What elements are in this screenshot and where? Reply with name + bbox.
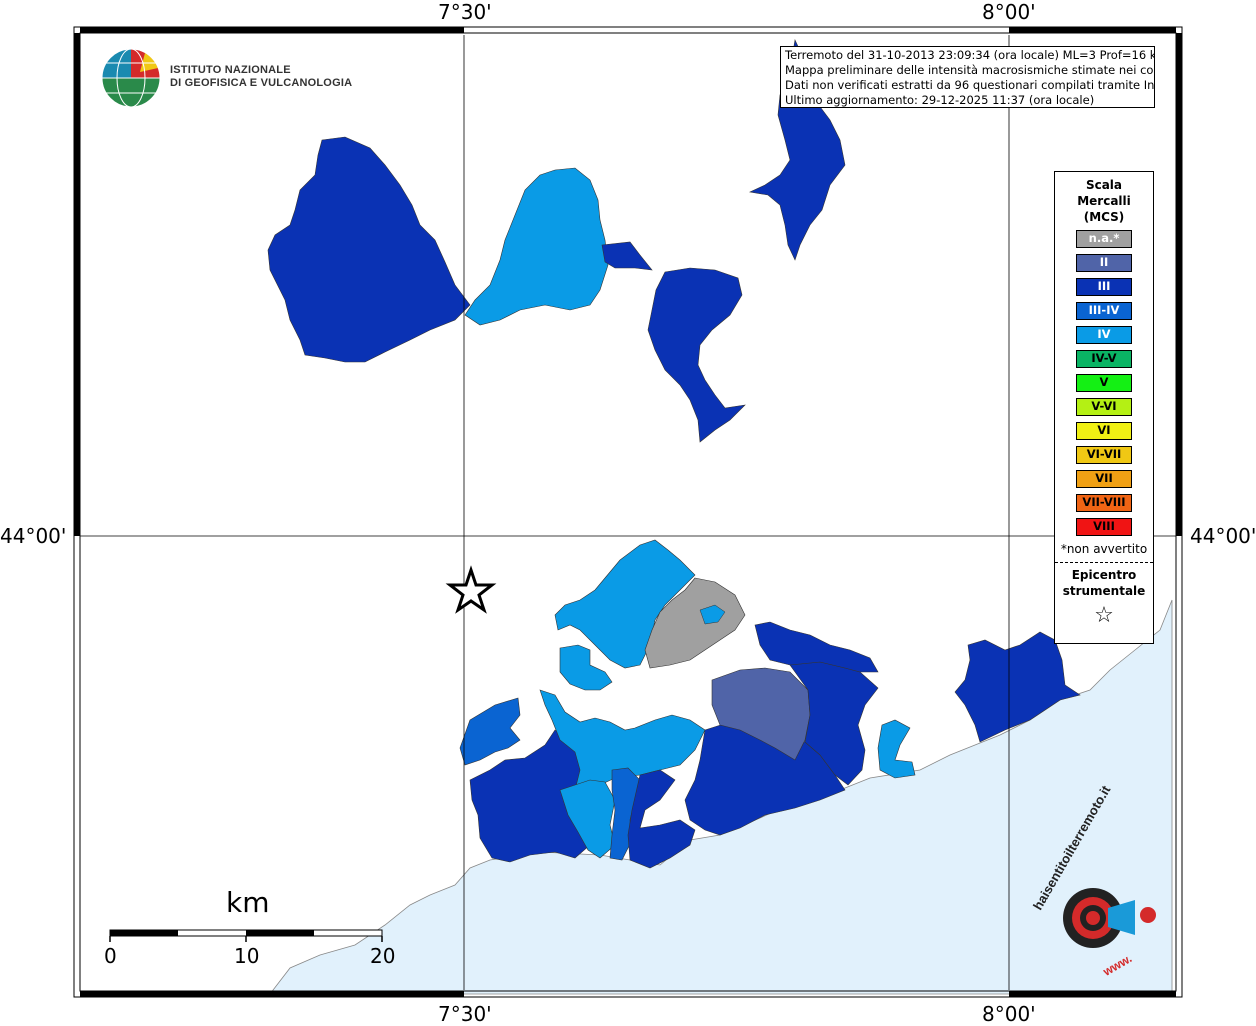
legend-item: V — [1076, 374, 1132, 392]
region-iii-north-small — [601, 241, 653, 271]
coord-bottom-800: 8°00' — [982, 1002, 1036, 1026]
event-info-line4: Ultimo aggiornamento: 29-12-2025 11:37 (… — [785, 93, 1095, 107]
legend-epi-line2: strumentale — [1062, 584, 1146, 598]
region-iii-northeast — [748, 38, 846, 261]
hsit-logo-icon — [1063, 888, 1156, 948]
ingv-line1: ISTITUTO NAZIONALE — [170, 64, 291, 76]
legend-items: n.a.* II III III-IV IV IV-V V V-VI VI VI-VII VII VI… — [1055, 230, 1153, 536]
region-iv-south-upper — [554, 539, 696, 669]
coord-top-800: 8°00' — [982, 0, 1036, 24]
scale-tick-0: 0 — [104, 944, 117, 968]
frame-bar-top — [1009, 27, 1176, 33]
legend-title-line1: Scala — [1085, 178, 1123, 192]
scale-bar — [109, 929, 383, 942]
legend-item: n.a.* — [1076, 230, 1132, 248]
event-info-box: Terremoto del 31-10-2013 23:09:34 (ora l… — [780, 46, 1155, 108]
coord-left-4400: 44°00' — [0, 524, 67, 548]
legend-note: *non avvertito — [1060, 542, 1148, 556]
region-iii-iv-south — [609, 767, 641, 861]
region-na-grey — [644, 577, 746, 669]
region-ii-south — [711, 667, 811, 761]
scale-tick-20: 20 — [370, 944, 396, 968]
legend-epicenter-label: Epicentro strumentale — [1055, 567, 1153, 599]
legend-item: V-VI — [1076, 398, 1132, 416]
legend-title-line2: Mercalli — [1077, 194, 1131, 208]
lake-blue-inset — [699, 604, 726, 625]
legend-item: VII — [1076, 470, 1132, 488]
legend-item: VI-VII — [1076, 446, 1132, 464]
region-iii-north-central — [647, 267, 746, 443]
legend-item: IV — [1076, 326, 1132, 344]
region-iii-iv-west — [459, 697, 521, 766]
scale-unit-label: km — [226, 886, 270, 919]
frame-bar-bottom — [80, 991, 464, 997]
event-info-line3: Dati non verificati estratti da 96 quest… — [785, 78, 1155, 92]
legend-star-icon: ☆ — [1094, 603, 1114, 628]
region-iii-east-top — [754, 621, 879, 673]
legend-epi-line1: Epicentro — [1071, 568, 1137, 582]
region-iii-northwest — [267, 136, 471, 363]
region-iii-east-coast — [954, 631, 1081, 743]
frame-bar-right — [1176, 33, 1182, 536]
coord-right-4400: 44°00' — [1190, 524, 1256, 548]
scale-tick-10: 10 — [234, 944, 260, 968]
event-info-line1: Terremoto del 31-10-2013 23:09:34 (ora l… — [785, 48, 1155, 62]
legend-item: II — [1076, 254, 1132, 272]
legend-item: VI — [1076, 422, 1132, 440]
ingv-line2: DI GEOFISICA E VULCANOLOGIA — [170, 77, 353, 89]
frame-bar-bottom — [1009, 991, 1176, 997]
frame-bar-left — [74, 33, 80, 536]
legend-title: Scala Mercalli (MCS) — [1055, 177, 1153, 225]
ingv-logo-text: ISTITUTO NAZIONALE DI GEOFISICA E VULCAN… — [170, 64, 352, 90]
event-info-line2: Mappa preliminare delle intensità macros… — [785, 63, 1155, 77]
legend-title-line3: (MCS) — [1083, 210, 1125, 224]
legend-item: VII-VIII — [1076, 494, 1132, 512]
legend-item: VIII — [1076, 518, 1132, 536]
coord-top-730: 7°30' — [438, 0, 492, 24]
intensity-legend: Scala Mercalli (MCS) n.a.* II III III-IV IV I… — [1054, 171, 1154, 644]
legend-item: IV-V — [1076, 350, 1132, 368]
legend-item: III-IV — [1076, 302, 1132, 320]
region-iv-east-small — [877, 719, 916, 779]
region-iv-north-center — [464, 167, 609, 326]
region-iii-south-center — [627, 769, 696, 869]
region-iv-south-mid — [539, 689, 706, 801]
epicenter-star-icon — [445, 565, 497, 614]
coord-bottom-730: 7°30' — [438, 1002, 492, 1026]
legend-item: III — [1076, 278, 1132, 296]
ingv-logo-icon — [101, 48, 161, 108]
frame-bar-top — [80, 27, 464, 33]
region-iv-small-left — [559, 644, 613, 691]
legend-separator — [1055, 562, 1153, 563]
